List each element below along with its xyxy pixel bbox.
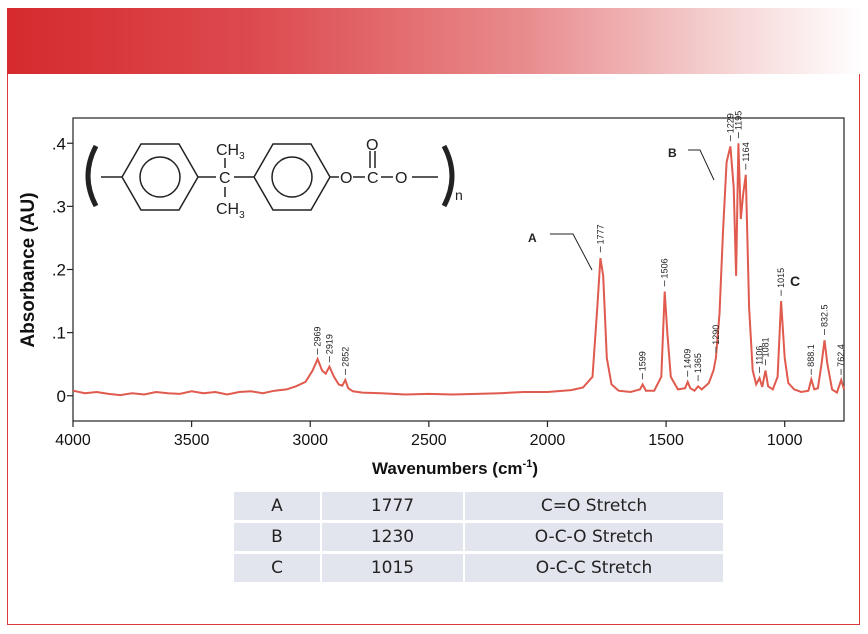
annotation-a-leader (550, 233, 593, 271)
structure-labels: CH3 CH3 C O C O O n (216, 137, 463, 221)
peak-label: 2852 (340, 347, 350, 367)
annotation-a-label: A (528, 231, 537, 245)
table-cell: B (234, 523, 320, 551)
header-band (7, 8, 862, 74)
annotation-b-label: B (668, 146, 677, 160)
figure-frame (7, 74, 860, 625)
annotation-a: A (528, 231, 593, 271)
peak-label: 2919 (324, 334, 334, 354)
x-axis-title: Wavenumbers (cm-1) (372, 458, 538, 478)
table-cell: A (234, 492, 320, 520)
y-tick-label: .4 (52, 134, 66, 153)
peak-label: 1290 (711, 325, 721, 345)
carbonyl-oxygen: O (366, 137, 378, 154)
x-tick-label: 1500 (648, 432, 684, 449)
table-cell: 1015 (320, 554, 463, 582)
peak-label: 1599 (638, 351, 648, 371)
assignment-table: A 1777 C=O Stretch B 1230 O-C-O Stretch … (234, 489, 723, 585)
table-row: A 1777 C=O Stretch (234, 492, 723, 520)
table-row: C 1015 O-C-C Stretch (234, 554, 723, 582)
ether-oxygen-1: O (340, 170, 352, 187)
peak-label: 1506 (660, 258, 670, 278)
plot-area (72, 117, 845, 422)
quaternary-carbon: C (219, 170, 231, 187)
peak-label: 1106 (755, 346, 765, 365)
peak-label: 1081 (760, 337, 770, 357)
aromatic-circle-1 (139, 156, 181, 198)
table-row: B 1230 O-C-O Stretch (234, 523, 723, 551)
annotation-c-label: C (790, 273, 800, 289)
peak-label: 1365 (693, 353, 703, 373)
peak-label: 1164 (741, 142, 751, 161)
methyl-top: CH3 (216, 142, 245, 162)
x-tick-label: 1000 (767, 432, 803, 449)
peak-label: 1195 (733, 111, 743, 130)
methyl-bottom: CH3 (216, 201, 245, 221)
y-tick-label: 0 (57, 387, 66, 406)
benzene-ring-2 (253, 143, 331, 211)
annotation-b-leader (688, 149, 715, 181)
table-cell: 1230 (320, 523, 463, 551)
spectrum-line (72, 143, 845, 397)
polycarbonate-structure (85, 143, 455, 211)
peak-label: 1777 (595, 224, 605, 244)
y-tick-label: .3 (52, 197, 66, 216)
table-cell: C=O Stretch (463, 492, 723, 520)
x-tick-label: 2500 (411, 432, 447, 449)
right-bracket (441, 144, 455, 208)
x-tick-label: 2000 (530, 432, 566, 449)
annotation-b: B (668, 146, 715, 181)
aromatic-circle-2 (271, 156, 313, 198)
ether-oxygen-2: O (395, 170, 407, 187)
table-cell: O-C-O Stretch (463, 523, 723, 551)
left-bracket (85, 144, 99, 208)
peak-label: 1229 (725, 113, 735, 133)
benzene-ring-1 (121, 143, 199, 211)
x-tick-label: 3000 (292, 432, 328, 449)
y-tick-label: .1 (52, 324, 66, 343)
peak-label: 762.4 (836, 344, 846, 367)
y-tick-label: .2 (52, 261, 66, 280)
repeat-unit-n: n (455, 187, 463, 203)
peak-label: 888.1 (806, 344, 816, 367)
x-tick-label: 3500 (174, 432, 210, 449)
peak-label: 832.5 (819, 305, 829, 328)
table-cell: C (234, 554, 320, 582)
y-axis-title: Absorbance (AU) (18, 192, 39, 347)
x-tick-label: 4000 (55, 432, 91, 449)
peak-label: 2969 (313, 327, 323, 347)
table-cell: O-C-C Stretch (463, 554, 723, 582)
peak-label: 1015 (776, 268, 786, 288)
carbonyl-carbon: C (367, 170, 379, 187)
peak-label: 1409 (683, 349, 693, 369)
table-cell: 1777 (320, 492, 463, 520)
